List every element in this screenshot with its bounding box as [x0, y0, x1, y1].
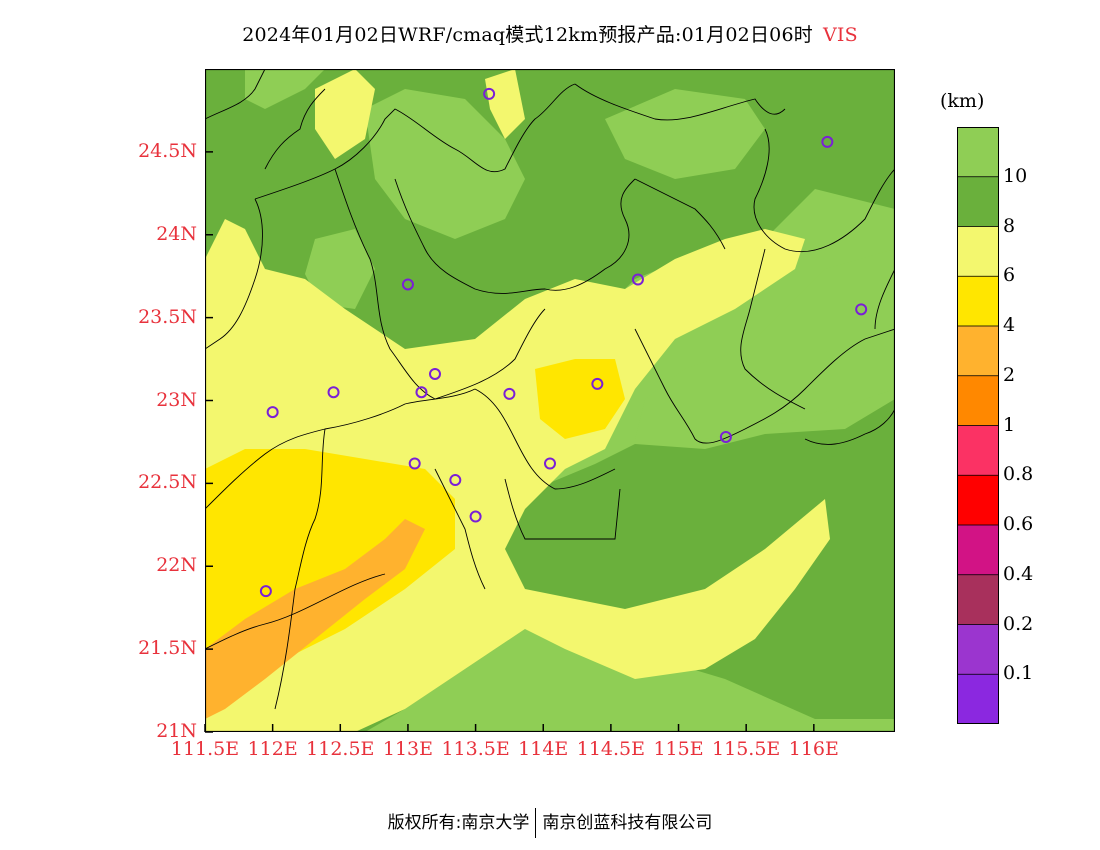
- colorbar-swatch: [957, 127, 999, 178]
- fill-vis-6-8-top2: [485, 69, 525, 139]
- x-tick-label: 114E: [518, 738, 569, 760]
- station-marker: [266, 406, 279, 419]
- title-variable: VIS: [822, 24, 858, 46]
- title-main: 2024年01月02日WRF/cmaq模式12km预报产品:01月02日06时: [242, 24, 813, 46]
- y-tick-label: 21N: [156, 720, 197, 742]
- colorbar-label: 0.2: [1003, 612, 1034, 635]
- station-marker: [259, 585, 272, 598]
- fill-vis-4-6-ne: [535, 359, 625, 439]
- station-marker: [631, 273, 644, 286]
- x-tick-label: 115.5E: [712, 738, 781, 760]
- fill-vis-gt10-inner2: [605, 89, 765, 179]
- colorbar-frame: [957, 127, 999, 724]
- admin-boundaries: [205, 69, 895, 710]
- colorbar-label: 10: [1003, 164, 1028, 187]
- fill-vis-6-8-top: [315, 69, 375, 159]
- station-marker: [449, 474, 462, 487]
- fill-vis-gt10-inner3: [305, 229, 375, 309]
- x-tick-label: 112E: [247, 738, 298, 760]
- y-tick-label: 21.5N: [138, 637, 197, 660]
- colorbar-swatch: [957, 325, 999, 377]
- y-tick-label: 24.5N: [138, 139, 197, 162]
- footer: 版权所有:南京大学 南京创蓝科技有限公司: [0, 808, 1100, 838]
- colorbar-swatch: [957, 176, 999, 228]
- x-tick-label: 115E: [653, 738, 704, 760]
- fill-vis-8-10-nwpatch: [205, 119, 265, 229]
- chart-title: 2024年01月02日WRF/cmaq模式12km预报产品:01月02日06时 V…: [0, 20, 1100, 47]
- colorbar-swatch: [957, 624, 999, 676]
- visibility-map: [205, 69, 895, 732]
- colorbar-swatch: [957, 226, 999, 278]
- station-marker: [415, 386, 428, 399]
- footer-copyright: 版权所有:南京大学: [387, 813, 530, 833]
- x-tick-label: 113E: [382, 738, 433, 760]
- colorbar-swatch: [957, 673, 999, 724]
- colorbar-label: 0.1: [1003, 662, 1034, 685]
- station-marker: [401, 278, 414, 291]
- colorbar: [957, 127, 999, 724]
- station-marker: [855, 303, 868, 316]
- station-marker: [591, 377, 604, 390]
- x-tick-label: 114.5E: [576, 738, 645, 760]
- fill-vis-gt10-inner1: [365, 89, 525, 239]
- colorbar-label: 1: [1003, 413, 1016, 436]
- colorbar-label: 0.8: [1003, 463, 1034, 486]
- station-marker: [327, 386, 340, 399]
- colorbar-label: 4: [1003, 314, 1016, 336]
- colorbar-label: 0.4: [1003, 562, 1034, 585]
- station-markers: [259, 87, 868, 598]
- y-tick-label: 23N: [156, 388, 197, 411]
- colorbar-swatch: [957, 524, 999, 576]
- colorbar-label: 0.6: [1003, 513, 1034, 535]
- station-marker: [483, 87, 496, 100]
- station-marker: [408, 457, 421, 470]
- colorbar-swatch: [957, 425, 999, 477]
- colorbar-swatch: [957, 275, 999, 327]
- x-tick-label: 111.5E: [170, 738, 240, 760]
- x-tick-label: 113.5E: [441, 738, 510, 760]
- colorbar-label: 2: [1003, 363, 1016, 386]
- station-marker: [544, 457, 556, 470]
- fill-vis-2-4: [205, 519, 425, 719]
- colorbar-swatch: [957, 574, 999, 626]
- x-tick-label: 112.5E: [306, 738, 375, 760]
- y-tick-label: 22N: [156, 554, 197, 577]
- station-marker: [821, 135, 834, 148]
- x-tick-label: 116E: [788, 738, 839, 760]
- colorbar-swatch: [957, 474, 999, 526]
- station-marker: [429, 367, 441, 380]
- colorbar-label: 8: [1003, 214, 1016, 237]
- y-tick-label: 22.5N: [138, 471, 197, 494]
- footer-separator: [535, 808, 537, 838]
- colorbar-swatch: [957, 375, 999, 427]
- station-marker: [719, 430, 732, 443]
- station-marker: [469, 510, 482, 523]
- y-tick-label: 24N: [156, 222, 197, 245]
- station-marker: [503, 387, 516, 400]
- y-tick-label: 23.5N: [138, 305, 197, 328]
- footer-company: 南京创蓝科技有限公司: [542, 813, 713, 833]
- colorbar-label: 6: [1003, 264, 1016, 287]
- colorbar-unit: (km): [940, 90, 985, 112]
- fill-vis-gt10-east: [635, 249, 895, 439]
